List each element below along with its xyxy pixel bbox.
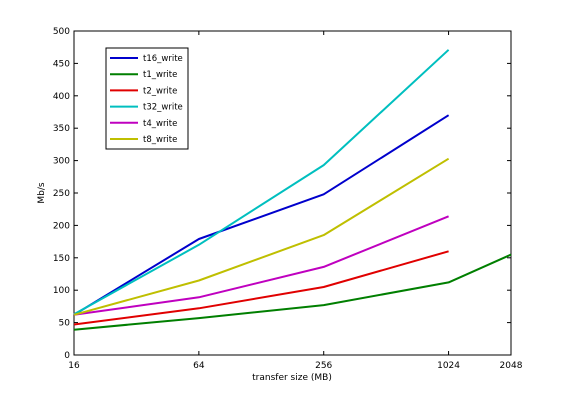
y-axis-label: Mb/s <box>37 182 47 204</box>
series-lines <box>73 49 512 331</box>
y-tick-label: 200 <box>53 221 70 231</box>
series-line-t1-write <box>73 253 512 331</box>
legend: t16_write t1_write t2_write t32_write t4_wri… <box>105 47 189 150</box>
legend-label-t8-write: t8_write <box>143 135 177 145</box>
y-tick-label: 150 <box>53 254 70 264</box>
x-axis-label: transfer size (MB) <box>252 373 332 383</box>
x-tick-label: 256 <box>315 361 332 371</box>
legend-label-t32-write: t32_write <box>143 103 183 113</box>
series-line-t32-write <box>73 49 450 316</box>
series-line-t2-write <box>73 250 449 326</box>
legend-box <box>105 47 189 150</box>
y-tick-label: 450 <box>53 59 70 69</box>
y-tick-label: 350 <box>53 124 70 134</box>
axis-ticks: 16 64 256 1024 2048 0 50 100 150 200 250 300 350 400 4… <box>53 27 523 371</box>
legend-label-t16-write: t16_write <box>143 54 183 64</box>
series-line-t16-write <box>73 114 450 316</box>
y-tick-label: 300 <box>53 157 70 167</box>
y-tick-label: 250 <box>53 189 70 199</box>
series-line-t4-write <box>73 215 449 316</box>
x-tick-label: 16 <box>68 361 80 371</box>
series-line-t8-write <box>73 157 450 316</box>
legend-label-t2-write: t2_write <box>143 86 177 96</box>
y-tick-label: 400 <box>53 92 70 102</box>
y-tick-label: 50 <box>59 319 71 329</box>
x-tick-label: 1024 <box>437 361 460 371</box>
legend-label-t1-write: t1_write <box>143 70 177 80</box>
y-tick-label: 100 <box>53 286 70 296</box>
y-tick-label: 500 <box>53 27 70 37</box>
x-tick-label: 64 <box>193 361 205 371</box>
legend-label-t4-write: t4_write <box>143 119 177 129</box>
y-tick-label: 0 <box>64 351 70 361</box>
x-tick-label: 2048 <box>500 361 523 371</box>
